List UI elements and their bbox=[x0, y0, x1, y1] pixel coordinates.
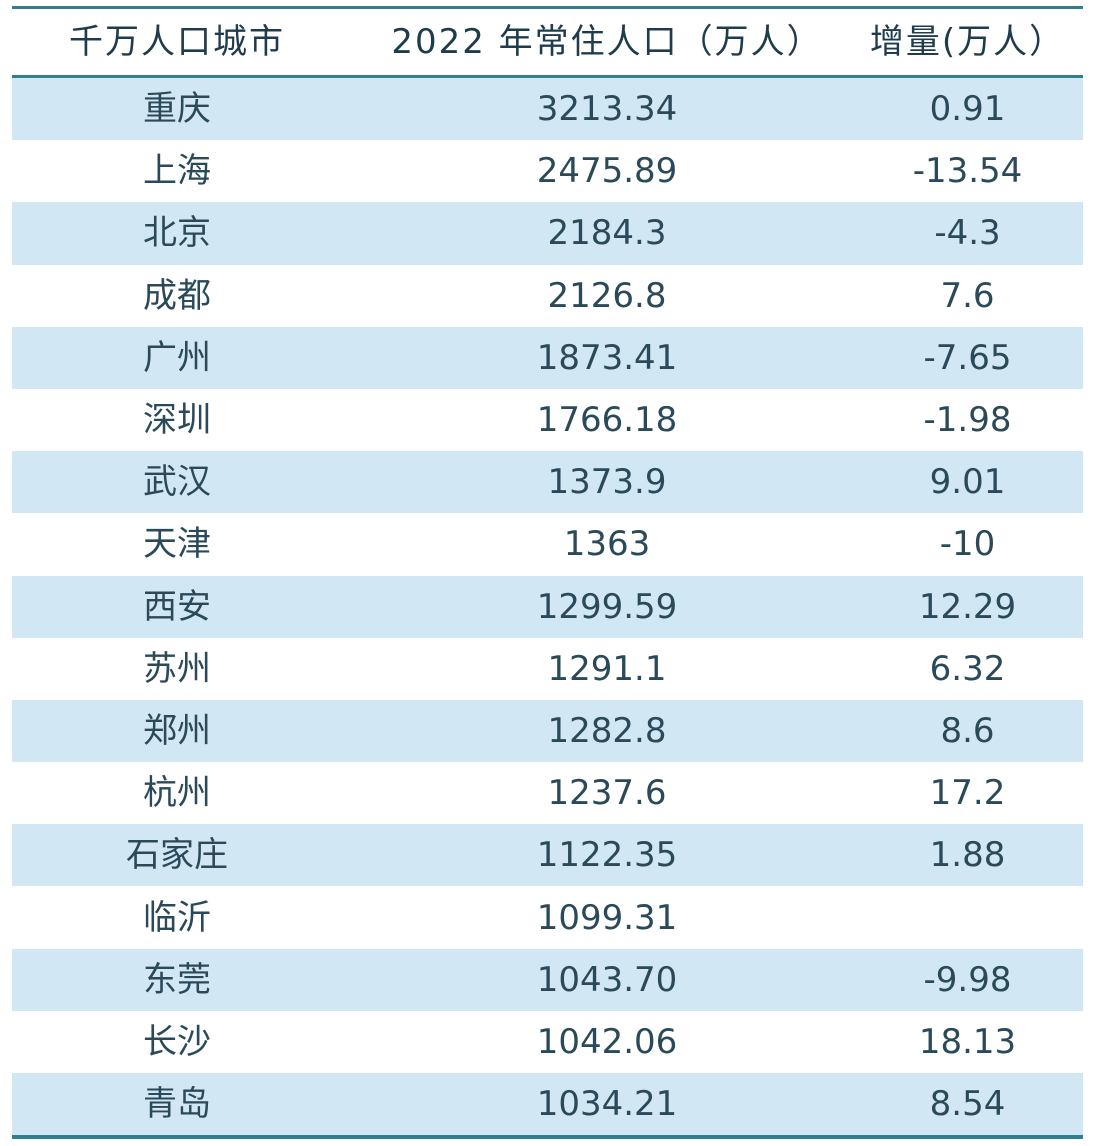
increase-cell: 9.01 bbox=[929, 462, 1006, 503]
table-body: 重庆 3213.34 0.91 上海 2475.89 -13.54 北京 2184.3 -4.3… bbox=[12, 78, 1083, 1136]
increase-cell: 17.2 bbox=[929, 773, 1006, 814]
increase-cell: -1.98 bbox=[923, 400, 1012, 441]
increase-cell: -4.3 bbox=[934, 213, 1001, 254]
increase-cell: -10 bbox=[939, 524, 996, 565]
increase-cell: 7.6 bbox=[940, 275, 995, 316]
top-rule bbox=[12, 6, 1083, 9]
table-row: 东莞 1043.70 -9.98 bbox=[12, 948, 1083, 1011]
table-row: 深圳 1766.18 -1.98 bbox=[12, 389, 1083, 451]
table-row: 杭州 1237.6 17.2 bbox=[12, 762, 1083, 824]
table-header: 千万人口城市 2022 年常住人口（万人） 增量(万人） bbox=[12, 9, 1083, 75]
header-increase: 增量(万人） bbox=[869, 22, 1066, 62]
increase-cell: -7.65 bbox=[923, 337, 1012, 378]
city-cell: 成都 bbox=[143, 275, 211, 316]
table-row: 天津 1363 -10 bbox=[12, 513, 1083, 575]
table-row: 武汉 1373.9 9.01 bbox=[12, 451, 1083, 514]
population-cell: 2126.8 bbox=[547, 275, 667, 316]
increase-cell: 8.54 bbox=[929, 1084, 1006, 1125]
population-cell: 2184.3 bbox=[547, 213, 667, 254]
increase-cell: 1.88 bbox=[929, 835, 1006, 876]
table-row: 苏州 1291.1 6.32 bbox=[12, 638, 1083, 700]
table-row: 北京 2184.3 -4.3 bbox=[12, 202, 1083, 265]
table-row: 郑州 1282.8 8.6 bbox=[12, 699, 1083, 763]
increase-cell: 12.29 bbox=[918, 586, 1017, 627]
population-cell: 1042.06 bbox=[536, 1021, 678, 1062]
population-cell: 1122.35 bbox=[536, 835, 678, 876]
city-cell: 郑州 bbox=[143, 710, 211, 751]
increase-cell: -9.98 bbox=[923, 959, 1012, 1000]
table-row: 临沂 1099.31 bbox=[12, 886, 1083, 948]
city-cell: 长沙 bbox=[143, 1021, 211, 1062]
increase-cell: 0.91 bbox=[929, 89, 1006, 130]
table-row: 广州 1873.41 -7.65 bbox=[12, 326, 1083, 389]
bottom-rule bbox=[12, 1135, 1083, 1140]
population-cell: 1291.1 bbox=[547, 648, 667, 689]
city-cell: 重庆 bbox=[143, 89, 211, 130]
table-row: 长沙 1042.06 18.13 bbox=[12, 1011, 1083, 1073]
city-cell: 天津 bbox=[143, 524, 211, 565]
table-row: 上海 2475.89 -13.54 bbox=[12, 140, 1083, 202]
increase-cell: 8.6 bbox=[940, 710, 995, 751]
population-table: 千万人口城市 2022 年常住人口（万人） 增量(万人） 重庆 3213.34 0.… bbox=[12, 6, 1083, 1140]
city-cell: 深圳 bbox=[143, 400, 211, 441]
population-cell: 1043.70 bbox=[536, 959, 678, 1000]
table-row: 石家庄 1122.35 1.88 bbox=[12, 824, 1083, 887]
population-cell: 1237.6 bbox=[547, 773, 667, 814]
table-row: 青岛 1034.21 8.54 bbox=[12, 1073, 1083, 1136]
city-cell: 杭州 bbox=[143, 773, 211, 814]
population-cell: 1873.41 bbox=[536, 337, 678, 378]
header-population: 2022 年常住人口（万人） bbox=[391, 22, 823, 62]
city-cell: 北京 bbox=[143, 213, 211, 254]
table-row: 重庆 3213.34 0.91 bbox=[12, 78, 1083, 141]
header-city: 千万人口城市 bbox=[69, 22, 285, 62]
table-row: 成都 2126.8 7.6 bbox=[12, 265, 1083, 327]
population-cell: 1363 bbox=[563, 524, 651, 565]
city-cell: 上海 bbox=[143, 151, 211, 192]
increase-cell: 18.13 bbox=[918, 1021, 1017, 1062]
population-cell: 1766.18 bbox=[536, 400, 678, 441]
population-cell: 3213.34 bbox=[536, 89, 678, 130]
population-cell: 1373.9 bbox=[547, 462, 667, 503]
population-cell: 1099.31 bbox=[536, 897, 678, 938]
header-rule bbox=[12, 75, 1083, 78]
increase-cell: -13.54 bbox=[912, 151, 1023, 192]
city-cell: 武汉 bbox=[143, 462, 211, 503]
city-cell: 苏州 bbox=[143, 648, 211, 689]
city-cell: 临沂 bbox=[143, 897, 211, 938]
city-cell: 青岛 bbox=[143, 1084, 211, 1125]
city-cell: 东莞 bbox=[143, 959, 211, 1000]
city-cell: 西安 bbox=[143, 586, 211, 627]
population-cell: 1034.21 bbox=[536, 1084, 678, 1125]
table-row: 西安 1299.59 12.29 bbox=[12, 575, 1083, 638]
population-cell: 1282.8 bbox=[547, 710, 667, 751]
population-cell: 2475.89 bbox=[536, 151, 678, 192]
city-cell: 石家庄 bbox=[126, 835, 228, 876]
population-cell: 1299.59 bbox=[536, 586, 678, 627]
increase-cell: 6.32 bbox=[929, 648, 1006, 689]
city-cell: 广州 bbox=[143, 337, 211, 378]
